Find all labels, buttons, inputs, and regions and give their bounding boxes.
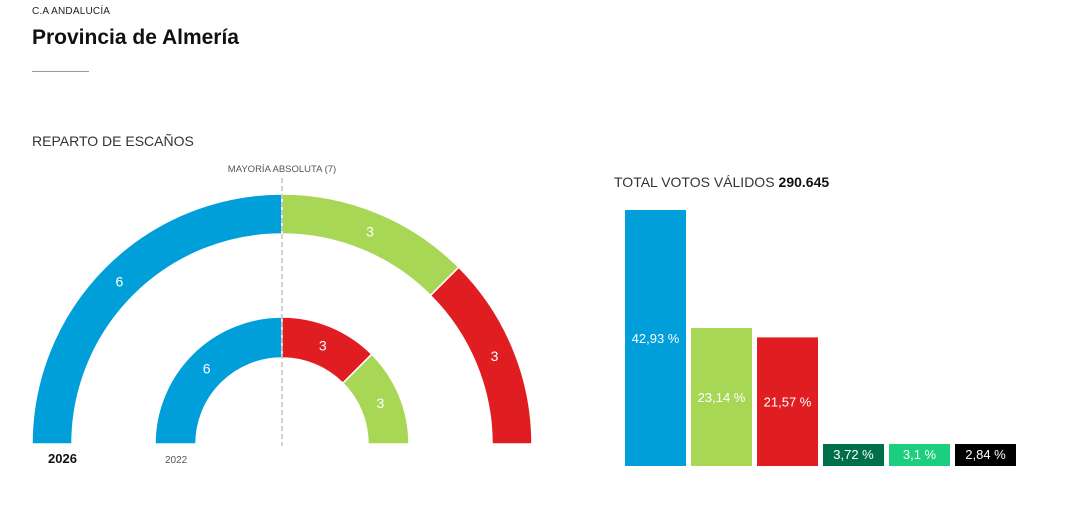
vote-bar-6 [955,444,1016,466]
total-votes-label: TOTAL VOTOS VÁLIDOS 290.645 [614,174,829,190]
seat-arc-2026-3 [429,266,533,445]
year-label-2022: 2022 [165,455,188,466]
seat-arc-2026-2 [281,193,460,297]
seat-arc-2026-1 [31,193,283,445]
title-divider [32,71,89,72]
seat-arc-2022-1 [154,316,283,445]
seat-label-2026-3: 3 [491,348,499,364]
vote-bar-5 [889,444,950,466]
seat-label-2022-2: 3 [319,338,327,354]
vote-label-4: 3,72 % [833,447,874,462]
majority-label: MAYORÍA ABSOLUTA (7) [228,164,336,175]
votes-bar-chart: 42,93 % 23,14 % 21,57 % 3,72 % 3,1 % 2,84 % [625,210,1016,466]
seat-label-2026-2: 3 [366,224,374,240]
seats-chart: 6 3 3 2026 6 3 3 2022 MAYORÍA ABSOLUTA (7) [31,164,533,466]
vote-bar-4 [823,444,884,466]
seat-label-2026-1: 6 [115,273,123,289]
region-kicker: C.A ANDALUCÍA [32,6,111,17]
vote-bar-2 [691,328,752,466]
seats-section-title: REPARTO DE ESCAÑOS [32,133,194,149]
vote-label-2: 23,14 % [698,390,746,405]
vote-bar-3 [757,337,818,466]
vote-label-1: 42,93 % [632,331,680,346]
year-label-2026: 2026 [48,451,77,466]
page-title: Provincia de Almería [32,26,239,49]
vote-label-6: 2,84 % [965,447,1006,462]
vote-label-3: 21,57 % [764,395,812,410]
total-votes-caption: TOTAL VOTOS VÁLIDOS [614,174,775,190]
vote-bar-1 [625,210,686,466]
total-votes-value: 290.645 [778,174,830,190]
seat-arc-2022-3 [341,353,410,445]
vote-label-5: 3,1 % [903,447,937,462]
seat-label-2022-3: 3 [376,395,384,411]
seat-label-2022-1: 6 [203,361,211,377]
